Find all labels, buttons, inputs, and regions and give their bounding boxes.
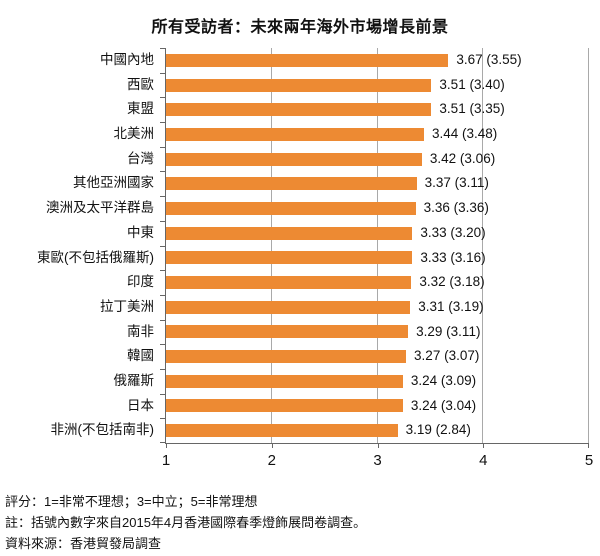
value-label: 3.31 (3.19)	[418, 298, 484, 314]
plot-area: 3.67 (3.55) 3.51 (3.40) 3.51 (3.35) 3.44 (3…	[160, 48, 593, 469]
value-label: 3.33 (3.16)	[420, 249, 486, 265]
category-label: 韓國	[127, 348, 154, 364]
bar	[166, 226, 413, 240]
gridline	[588, 48, 589, 443]
bar	[166, 152, 422, 166]
value-label: 3.37 (3.11)	[424, 175, 489, 191]
value-label: 3.27 (3.07)	[414, 348, 480, 364]
value-label: 3.19 (2.84)	[405, 422, 471, 438]
y-axis-tick	[160, 319, 166, 321]
y-axis-tick	[160, 196, 166, 198]
x-axis-tick	[166, 443, 167, 448]
bar	[166, 251, 413, 265]
bar	[166, 78, 432, 92]
y-axis-tick	[160, 122, 166, 124]
category-label: 南非	[127, 323, 154, 339]
y-axis-tick	[160, 220, 166, 222]
x-tick-label: 2	[267, 452, 276, 469]
rating-note: 評分：1=非常不理想；3=中立；5=非常理想	[5, 494, 258, 509]
category-label: 日本	[127, 397, 154, 413]
y-axis-tick	[160, 48, 166, 49]
category-label: 北美洲	[113, 126, 155, 142]
category-label: 澳洲及太平洋群島	[46, 200, 154, 216]
y-axis-tick	[160, 442, 166, 443]
bar	[166, 350, 407, 364]
parenthesis-note: 註：括號內數字來自2015年4月香港國際春季燈飾展問卷調查。	[5, 515, 367, 530]
source-note: 資料來源：香港貿發局調查	[5, 536, 162, 551]
value-label: 3.42 (3.06)	[429, 150, 496, 166]
bar	[166, 177, 417, 191]
category-label: 其他亞洲國家	[73, 175, 154, 191]
value-label: 3.33 (3.20)	[420, 224, 486, 240]
bar	[166, 399, 403, 413]
bar	[166, 103, 432, 117]
bar	[166, 53, 449, 67]
category-label: 西歐	[127, 76, 154, 92]
bar	[166, 201, 416, 215]
category-label: 非洲(不包括南非)	[50, 422, 155, 438]
category-label: 東歐(不包括俄羅斯)	[37, 249, 154, 265]
value-label: 3.51 (3.40)	[439, 76, 505, 92]
gridline	[482, 48, 484, 443]
category-label: 拉丁美洲	[100, 298, 154, 314]
y-axis-tick	[160, 294, 166, 296]
bar	[166, 325, 409, 339]
y-axis-tick	[160, 270, 166, 272]
y-axis-tick	[160, 418, 166, 420]
x-tick-label: 3	[373, 452, 382, 469]
value-label: 3.36 (3.36)	[423, 200, 489, 216]
y-axis-tick	[160, 97, 166, 99]
value-label: 3.51 (3.35)	[439, 101, 505, 117]
value-label: 3.24 (3.09)	[410, 372, 477, 388]
x-axis-tick	[588, 443, 589, 448]
category-label: 中東	[127, 224, 154, 240]
value-label: 3.29 (3.11)	[416, 323, 481, 339]
chart-title: 所有受訪者：未來兩年海外市場增長前景	[151, 19, 449, 36]
x-tick-label: 5	[584, 452, 594, 469]
bar	[166, 374, 403, 388]
category-label: 台灣	[127, 150, 154, 166]
x-axis-tick	[377, 443, 379, 448]
category-label: 中國內地	[100, 52, 154, 67]
y-axis-tick	[160, 344, 166, 346]
category-label: 俄羅斯	[113, 372, 155, 388]
x-tick-label: 4	[479, 452, 488, 469]
x-axis-tick	[483, 443, 485, 448]
gridline	[270, 48, 272, 443]
x-tick-label: 1	[161, 452, 171, 469]
y-axis-tick	[160, 171, 166, 173]
value-label: 3.32 (3.18)	[419, 274, 485, 290]
category-label: 東盟	[127, 101, 154, 117]
y-axis-tick	[160, 393, 166, 395]
value-label: 3.24 (3.04)	[410, 397, 477, 413]
category-label: 印度	[127, 274, 154, 290]
bar	[166, 300, 411, 314]
bar	[166, 276, 412, 290]
category-labels-area: 中國內地西歐東盟北美洲台灣其他亞洲國家澳洲及太平洋群島中東東歐(不包括俄羅斯) 印…	[0, 48, 160, 443]
x-axis-tick	[271, 443, 273, 448]
gridline	[376, 48, 378, 443]
y-axis-tick	[160, 72, 166, 74]
bar	[166, 424, 398, 438]
footer-notes: 評分：1=非常不理想；3=中立；5=非常理想 註：括號內數字來自2015年4月香…	[5, 491, 366, 554]
bar-chart: 中國內地西歐東盟北美洲台灣其他亞洲國家澳洲及太平洋群島中東東歐(不包括俄羅斯) 印…	[0, 48, 600, 469]
y-axis-tick	[160, 368, 166, 370]
y-axis-tick	[160, 146, 166, 148]
value-label: 3.67 (3.55)	[456, 52, 522, 67]
y-axis-tick	[160, 245, 166, 247]
value-label: 3.44 (3.48)	[432, 126, 498, 142]
bar	[166, 127, 425, 141]
